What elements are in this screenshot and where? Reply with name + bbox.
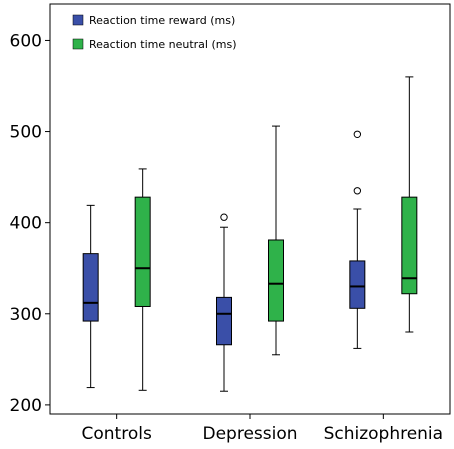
y-axis: 200 300 400 500 600: [10, 31, 50, 416]
outlier-point: [353, 130, 362, 138]
y-tick-label: 200: [10, 396, 42, 416]
x-tick-label: Depression: [202, 424, 297, 444]
box-iqr: [349, 260, 366, 309]
x-axis: Controls Depression Schizophrenia: [82, 414, 444, 444]
box-reaction-time-reward-ms--depression: [216, 213, 232, 392]
legend: Reaction time reward (ms) Reaction time n…: [72, 14, 237, 51]
box-reaction-time-reward-ms--controls: [82, 204, 99, 389]
box-reaction-time-neutral-ms--controls: [134, 168, 151, 391]
plot-area-frame: [49, 3, 451, 415]
box-reaction-time-neutral-ms--depression: [268, 125, 284, 356]
outlier-point: [353, 187, 362, 195]
y-tick-label: 500: [10, 123, 42, 143]
box-iqr: [401, 196, 418, 295]
x-tick-label: Schizophrenia: [324, 424, 444, 444]
y-tick-label: 300: [10, 305, 42, 325]
x-tick-label: Controls: [82, 424, 152, 444]
box-iqr: [82, 253, 99, 322]
box-groups: [82, 76, 418, 392]
legend-label: Reaction time neutral (ms): [89, 38, 237, 51]
legend-label: Reaction time reward (ms): [89, 14, 235, 27]
box-reaction-time-neutral-ms--schizophrenia: [401, 76, 418, 333]
box-iqr: [134, 196, 151, 307]
box-reaction-time-reward-ms--schizophrenia: [349, 130, 366, 349]
box-iqr: [268, 239, 284, 322]
y-tick-label: 400: [10, 214, 42, 234]
y-tick-label: 600: [10, 31, 42, 51]
outlier-point: [220, 213, 228, 221]
legend-swatch: [72, 14, 84, 26]
box-iqr: [216, 296, 232, 346]
legend-swatch: [72, 38, 84, 50]
